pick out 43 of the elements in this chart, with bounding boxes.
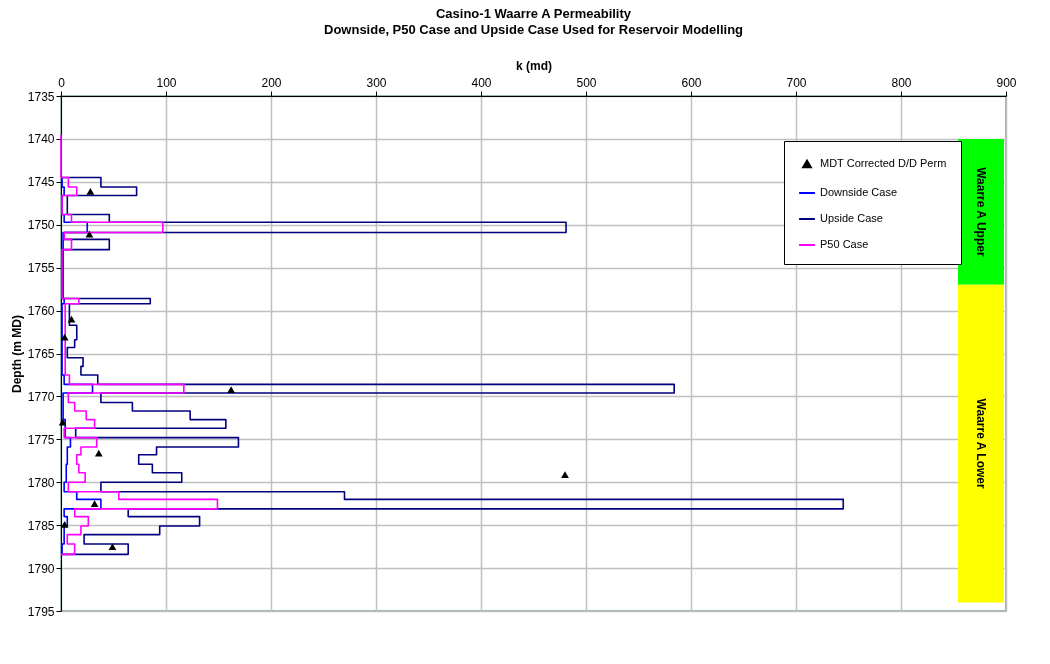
y-tick-label: 1770 [27,389,55,404]
y-axis-title: Depth (m MD) [9,315,24,393]
y-tick-label: 1755 [27,261,55,276]
point [58,418,67,426]
y-tick-label: 1795 [27,604,55,619]
point [227,386,235,393]
point [108,543,117,550]
point [90,500,99,508]
x-tick-label: 600 [681,75,702,90]
x-tick-label: 400 [471,75,492,90]
y-tick-label: 1750 [27,218,55,233]
y-tick-label: 1745 [27,175,55,190]
x-axis-title: k (md) [516,58,552,73]
band-label: Waarre A Lower [974,398,988,489]
y-tick-label: 1785 [27,518,55,533]
y-tick-label: 1780 [27,475,55,490]
x-tick-label: 100 [156,75,177,90]
y-tick-label: 1740 [27,132,55,147]
legend-label: P50 Case [820,238,869,250]
chart-title: Casino-1 Waarre A Permeability [435,6,632,21]
y-tick-label: 1760 [27,304,55,319]
x-tick-label: 200 [261,75,282,90]
point [561,471,569,478]
legend-label: Downside Case [820,186,898,198]
y-tick-label: 1775 [27,432,55,447]
x-tick-label: 800 [891,75,912,90]
band-label: Waarre A Upper [974,167,988,257]
chart-subtitle: Downside, P50 Case and Upside Case Used for Reservoir Modelling [323,22,744,37]
y-tick-label: 1790 [27,561,55,576]
point [60,333,69,341]
y-tick-label: 1765 [27,347,55,361]
line-series [60,133,219,556]
legend-label: Upside Case [820,212,883,224]
point [85,230,94,238]
x-tick-label: 300 [366,75,387,90]
x-tick-label: 500 [576,75,597,90]
point [67,315,76,323]
point [86,187,95,195]
y-tick-label: 1735 [27,89,55,104]
x-tick-label: 900 [996,75,1017,90]
legend-label: MDT Corrected D/D Perm [820,157,947,169]
x-tick-label: 0 [58,75,66,90]
x-tick-label: 700 [786,75,807,90]
